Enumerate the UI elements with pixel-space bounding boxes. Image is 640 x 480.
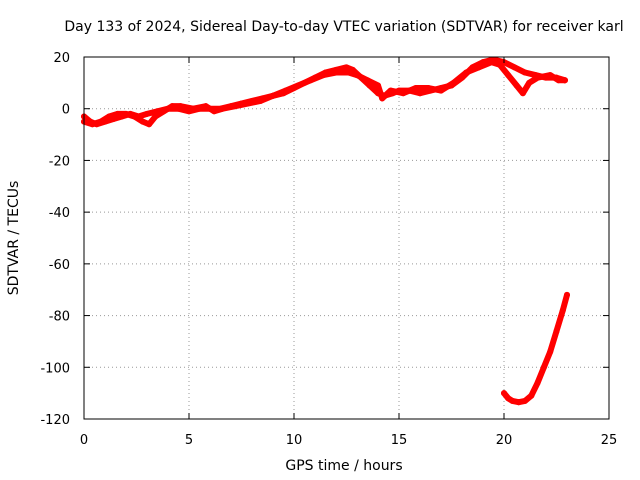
data-point — [511, 64, 518, 71]
data-series — [81, 56, 570, 406]
data-point — [547, 72, 554, 79]
data-point — [131, 113, 138, 120]
y-tick-label: -40 — [49, 206, 70, 221]
data-point — [387, 87, 394, 94]
data-point — [519, 90, 526, 97]
data-point — [257, 97, 264, 104]
data-point — [555, 77, 562, 84]
data-point — [343, 64, 350, 71]
data-point — [417, 90, 423, 97]
data-point — [496, 61, 503, 68]
data-point — [534, 74, 541, 81]
data-point — [139, 118, 146, 125]
data-point — [515, 399, 522, 406]
grid-lines — [84, 57, 609, 419]
y-tick-label: -120 — [40, 413, 70, 428]
data-point — [379, 95, 386, 102]
data-point — [400, 90, 407, 97]
y-tick-label: 0 — [62, 103, 70, 118]
y-tick-label: 20 — [53, 51, 70, 66]
data-point — [564, 291, 570, 298]
data-point — [522, 69, 528, 76]
data-point — [123, 110, 129, 117]
data-point — [211, 108, 218, 115]
data-point — [438, 87, 444, 94]
data-point — [106, 113, 113, 120]
data-point — [475, 64, 482, 71]
data-point — [295, 82, 302, 89]
data-point — [320, 72, 327, 79]
data-point — [144, 110, 150, 117]
series-trace — [501, 291, 570, 406]
series-2 — [501, 291, 570, 406]
data-point — [270, 92, 276, 99]
y-tick-label: -60 — [49, 258, 70, 273]
x-axis-label: GPS time / hours — [285, 458, 402, 474]
data-point — [450, 79, 457, 86]
data-point — [307, 77, 314, 84]
data-point — [97, 118, 104, 125]
data-point — [345, 69, 352, 76]
x-tick-label: 25 — [601, 433, 618, 448]
data-point — [526, 79, 533, 86]
data-point — [244, 100, 251, 107]
data-point — [177, 103, 184, 110]
data-point — [190, 105, 197, 112]
data-point — [89, 121, 96, 128]
axis-ticks — [83, 56, 610, 420]
data-point — [412, 85, 419, 92]
data-point — [505, 72, 512, 79]
data-point — [152, 113, 159, 120]
data-point — [488, 59, 495, 66]
data-point — [547, 348, 554, 355]
x-tick-label: 20 — [496, 433, 513, 448]
data-point — [425, 85, 432, 92]
y-tick-label: -20 — [49, 154, 70, 169]
y-axis-label: SDTVAR / TECUs — [6, 181, 22, 296]
data-point — [232, 103, 239, 110]
data-point — [333, 69, 339, 76]
data-point — [114, 110, 121, 117]
data-point — [509, 397, 516, 404]
data-point — [513, 82, 520, 89]
data-point — [202, 103, 209, 110]
data-point — [540, 364, 547, 371]
series-1 — [81, 59, 568, 128]
y-tick-label: -100 — [40, 361, 70, 376]
y-tick-labels: 20 0 -20 -40 -60 -80 -100 -120 — [40, 51, 70, 428]
data-point — [364, 77, 371, 84]
plot-frame — [83, 56, 610, 420]
data-point — [146, 121, 153, 128]
y-tick-label: -80 — [49, 310, 70, 325]
data-point — [282, 87, 289, 94]
x-tick-label: 10 — [286, 433, 303, 448]
data-point — [522, 397, 528, 404]
chart-title: Day 133 of 2024, Sidereal Day-to-day VTE… — [64, 19, 623, 35]
x-tick-labels: 0 5 10 15 20 25 — [80, 433, 617, 448]
x-tick-label: 5 — [185, 433, 193, 448]
data-point — [561, 77, 568, 84]
data-point — [463, 69, 470, 76]
data-point — [219, 105, 226, 112]
x-tick-label: 15 — [391, 433, 408, 448]
data-point — [354, 72, 360, 79]
data-point — [534, 379, 541, 386]
data-point — [553, 328, 560, 335]
data-point — [375, 82, 381, 89]
data-point — [169, 103, 176, 110]
data-point — [160, 108, 167, 115]
data-point — [559, 307, 566, 314]
x-tick-label: 0 — [80, 433, 88, 448]
data-point — [501, 390, 507, 397]
data-point — [528, 392, 535, 399]
